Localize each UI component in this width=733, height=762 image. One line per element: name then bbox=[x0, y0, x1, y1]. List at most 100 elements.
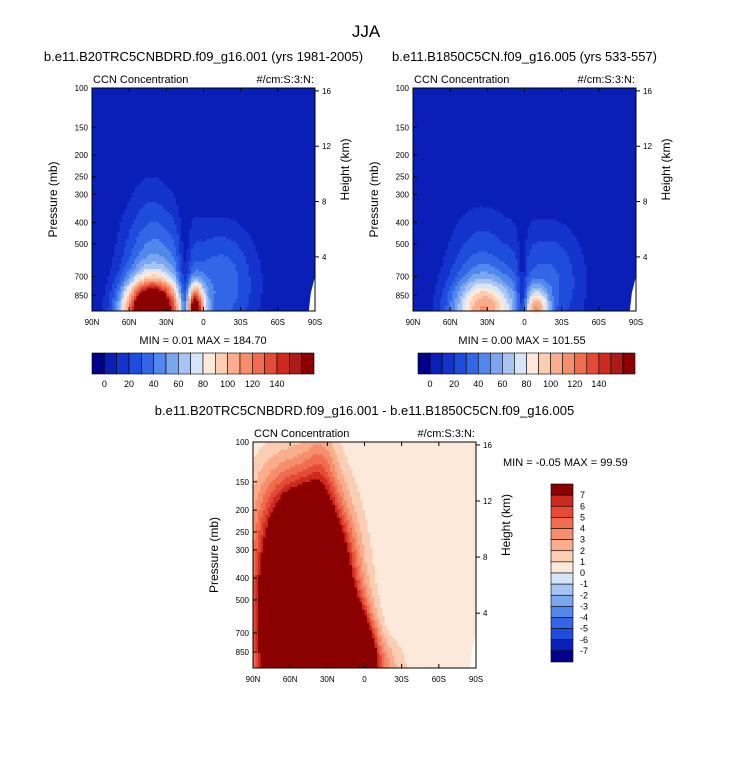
data-cell bbox=[285, 138, 288, 141]
data-cell bbox=[308, 113, 311, 116]
data-cell bbox=[104, 140, 107, 143]
data-cell bbox=[265, 138, 268, 141]
data-cell bbox=[112, 138, 115, 141]
data-cell bbox=[238, 128, 241, 131]
data-cell bbox=[169, 133, 172, 136]
data-cell bbox=[265, 120, 268, 123]
data-cell bbox=[223, 113, 226, 116]
data-cell bbox=[191, 123, 194, 126]
data-cell bbox=[179, 90, 182, 93]
data-cell bbox=[305, 100, 308, 103]
data-cell bbox=[139, 93, 142, 96]
data-cell bbox=[99, 108, 102, 111]
data-cell bbox=[147, 110, 150, 113]
data-cell bbox=[211, 140, 214, 143]
data-cell bbox=[268, 113, 271, 116]
data-cell bbox=[124, 103, 127, 106]
data-cell bbox=[156, 115, 159, 118]
data-cell bbox=[278, 138, 281, 141]
data-cell bbox=[191, 140, 194, 143]
data-cell bbox=[149, 125, 152, 128]
data-cell bbox=[199, 123, 202, 126]
data-cell bbox=[134, 90, 137, 93]
data-cell bbox=[129, 138, 132, 141]
data-cell bbox=[147, 103, 150, 106]
data-cell bbox=[216, 130, 219, 133]
data-cell bbox=[243, 98, 246, 101]
data-cell bbox=[275, 93, 278, 96]
data-cell bbox=[310, 115, 313, 118]
data-cell bbox=[298, 105, 301, 108]
data-cell bbox=[97, 120, 100, 123]
data-cell bbox=[275, 128, 278, 131]
data-cell bbox=[127, 135, 130, 138]
data-cell bbox=[208, 115, 211, 118]
data-cell bbox=[246, 133, 249, 136]
data-cell bbox=[233, 113, 236, 116]
data-cell bbox=[280, 130, 283, 133]
data-cell bbox=[184, 130, 187, 133]
data-cell bbox=[206, 103, 209, 106]
data-cell bbox=[119, 115, 122, 118]
data-cell bbox=[233, 93, 236, 96]
data-cell bbox=[248, 115, 251, 118]
data-cell bbox=[142, 103, 145, 106]
data-cell bbox=[206, 110, 209, 113]
data-cell bbox=[161, 138, 164, 141]
data-cell bbox=[280, 123, 283, 126]
data-cell bbox=[285, 113, 288, 116]
data-cell bbox=[263, 115, 266, 118]
data-cell bbox=[263, 100, 266, 103]
data-cell bbox=[137, 138, 140, 141]
data-cell bbox=[189, 98, 192, 101]
data-cell bbox=[97, 95, 100, 98]
data-cell bbox=[179, 125, 182, 128]
data-cell bbox=[236, 135, 239, 138]
data-cell bbox=[104, 128, 107, 131]
data-cell bbox=[179, 123, 182, 126]
data-cell bbox=[223, 133, 226, 136]
data-cell bbox=[290, 120, 293, 123]
data-cell bbox=[112, 98, 115, 101]
data-cell bbox=[305, 95, 308, 98]
data-cell bbox=[109, 135, 112, 138]
data-cell bbox=[164, 138, 167, 141]
data-cell bbox=[174, 90, 177, 93]
data-cell bbox=[176, 98, 179, 101]
data-cell bbox=[278, 93, 281, 96]
data-cell bbox=[288, 113, 291, 116]
data-cell bbox=[233, 125, 236, 128]
data-cell bbox=[226, 95, 229, 98]
data-cell bbox=[308, 90, 311, 93]
data-cell bbox=[149, 100, 152, 103]
data-cell bbox=[305, 90, 308, 93]
data-cell bbox=[251, 115, 254, 118]
data-cell bbox=[208, 125, 211, 128]
data-cell bbox=[127, 93, 130, 96]
data-cell bbox=[107, 95, 110, 98]
data-cell bbox=[104, 133, 107, 136]
data-cell bbox=[300, 108, 303, 111]
data-cell bbox=[300, 115, 303, 118]
data-cell bbox=[293, 123, 296, 126]
data-cell bbox=[208, 133, 211, 136]
data-cell bbox=[151, 100, 154, 103]
data-cell bbox=[253, 105, 256, 108]
data-cell bbox=[97, 118, 100, 121]
data-cell bbox=[142, 113, 145, 116]
data-cell bbox=[295, 95, 298, 98]
data-cell bbox=[109, 95, 112, 98]
data-cell bbox=[204, 108, 207, 111]
data-cell bbox=[161, 100, 164, 103]
data-cell bbox=[233, 120, 236, 123]
data-cell bbox=[142, 133, 145, 136]
data-cell bbox=[243, 90, 246, 93]
data-cell bbox=[181, 128, 184, 131]
data-cell bbox=[273, 135, 276, 138]
data-cell bbox=[186, 140, 189, 143]
data-cell bbox=[213, 135, 216, 138]
data-cell bbox=[124, 138, 127, 141]
data-cell bbox=[260, 138, 263, 141]
data-cell bbox=[305, 118, 308, 121]
data-cell bbox=[248, 113, 251, 116]
